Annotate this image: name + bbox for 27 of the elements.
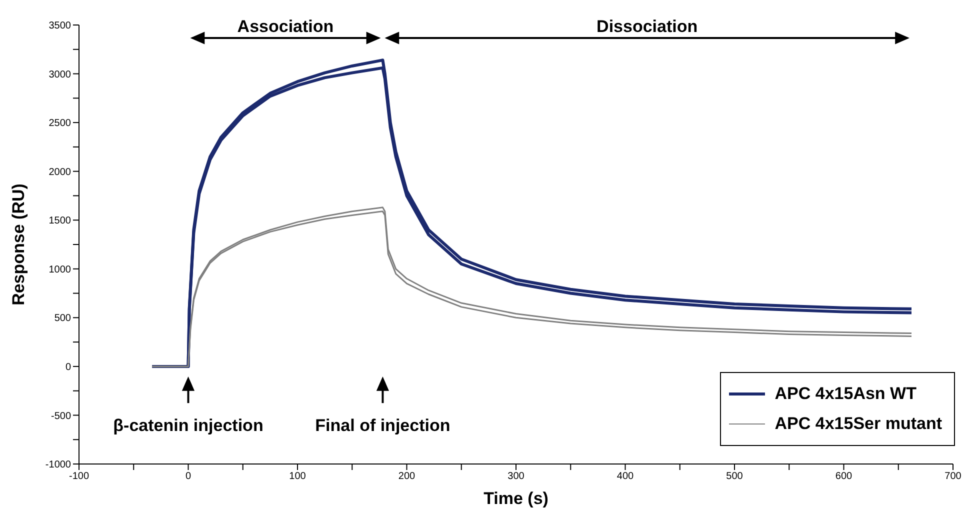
x-tick-label: 400 xyxy=(616,471,634,482)
annotation: Dissociation xyxy=(596,17,698,36)
x-tick-label: 0 xyxy=(185,471,192,482)
annotation: Final of injection xyxy=(315,416,450,436)
y-tick-label: 1500 xyxy=(48,216,72,227)
x-tick-label: 300 xyxy=(508,471,525,482)
annotation: Association xyxy=(237,17,334,36)
y-tick-label: 3000 xyxy=(48,69,72,80)
y-tick-label: 2000 xyxy=(48,166,72,178)
x-axis-title: Time (s) xyxy=(484,489,548,508)
y-tick-label: 3500 xyxy=(48,20,72,32)
y-axis-title: Response (RU) xyxy=(9,184,28,306)
x-tick-label: 600 xyxy=(835,471,853,482)
x-tick-label: 700 xyxy=(944,471,962,482)
y-tick-label: 500 xyxy=(54,313,72,324)
x-tick-label: 200 xyxy=(398,471,416,482)
y-tick-label: -500 xyxy=(50,410,72,422)
y-tick-label: -1000 xyxy=(45,460,72,471)
x-tick-label: 500 xyxy=(726,471,744,482)
y-tick-label: 0 xyxy=(65,362,72,373)
y-tick-label: 2500 xyxy=(48,118,72,130)
x-tick-label: -100 xyxy=(68,471,90,482)
legend-label: APC 4x15Ser mutant xyxy=(774,413,942,435)
x-tick-label: 100 xyxy=(289,471,306,482)
y-tick-label: 1000 xyxy=(48,264,72,276)
legend-label: APC 4x15Asn WT xyxy=(774,383,916,405)
annotation: β-catenin injection xyxy=(113,416,264,436)
